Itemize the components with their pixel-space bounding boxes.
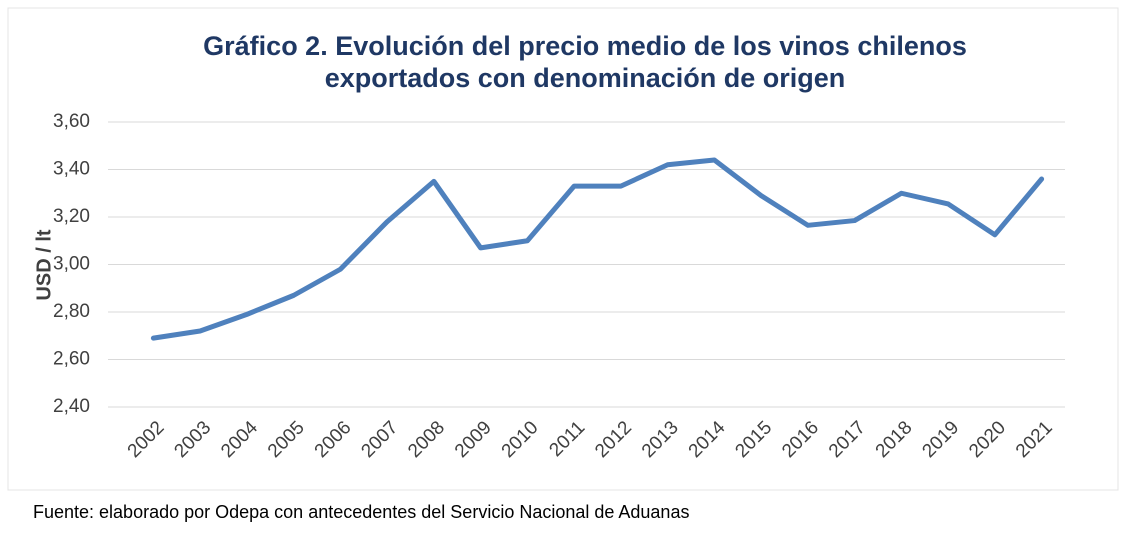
x-tick-label: 2015 — [731, 417, 776, 462]
x-tick-label: 2008 — [404, 417, 449, 462]
line-series — [150, 157, 1045, 341]
y-tick-label: 3,20 — [53, 206, 90, 227]
chart-frame — [7, 7, 1119, 491]
chart-title: Gráfico 2. Evolución del precio medio de… — [203, 31, 967, 61]
x-tick-label: 2021 — [1012, 417, 1057, 462]
x-tick-label: 2005 — [264, 417, 309, 462]
x-tick-label: 2012 — [591, 417, 636, 462]
x-tick-label: 2014 — [685, 417, 730, 462]
x-tick-label: 2016 — [778, 417, 823, 462]
y-tick-label: 3,40 — [53, 159, 90, 180]
y-tick-label: 2,60 — [53, 349, 90, 370]
y-tick-label: 2,80 — [53, 301, 90, 322]
chart-title: exportados con denominación de origen — [325, 63, 846, 93]
y-axis-label: USD / lt — [33, 229, 55, 300]
x-tick-label: 2019 — [918, 417, 963, 462]
footnote: Fuente: elaborado por Odepa con antecede… — [33, 502, 689, 522]
x-tick-label: 2018 — [872, 417, 917, 462]
x-tick-label: 2003 — [170, 417, 215, 462]
x-tick-label: 2004 — [217, 417, 262, 462]
x-tick-label: 2002 — [124, 417, 169, 462]
x-tick-label: 2010 — [498, 417, 543, 462]
x-tick-label: 2020 — [965, 417, 1010, 462]
x-tick-label: 2006 — [311, 417, 356, 462]
y-tick-label: 2,40 — [53, 396, 90, 417]
y-tick-label: 3,00 — [53, 254, 90, 275]
x-tick-label: 2007 — [357, 417, 402, 462]
x-tick-label: 2011 — [545, 417, 589, 461]
x-tick-label: 2017 — [825, 417, 870, 462]
x-tick-label: 2009 — [451, 417, 496, 462]
x-tick-label: 2013 — [638, 417, 683, 462]
y-tick-label: 3,60 — [53, 111, 90, 132]
